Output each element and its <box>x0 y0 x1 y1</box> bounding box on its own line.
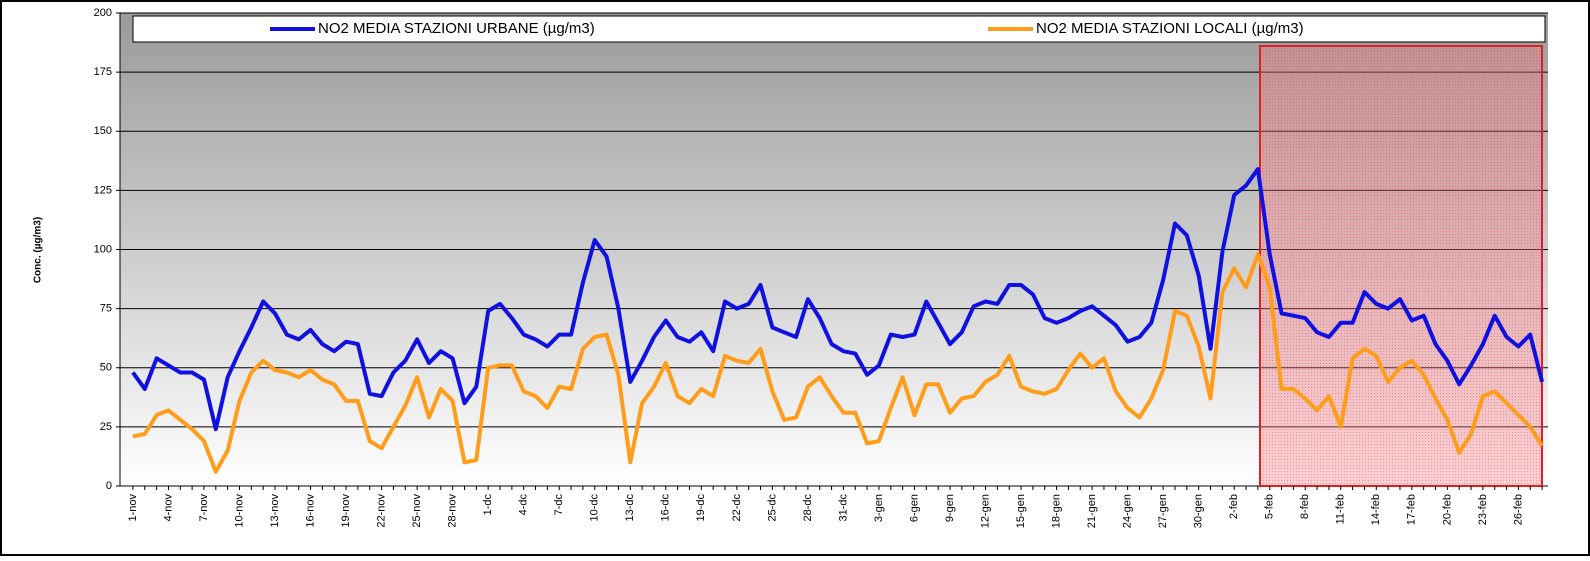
x-tick-label: 2-feb <box>1228 494 1240 519</box>
line-series <box>131 167 1545 432</box>
x-tick-label: 11-feb <box>1335 494 1347 524</box>
legend <box>132 15 1546 43</box>
x-tick-label: 7-nov <box>198 494 210 522</box>
x-tick-label: 20-feb <box>1441 494 1453 525</box>
x-tick-label: 26-feb <box>1512 494 1524 525</box>
x-tick-label: 13-nov <box>269 494 281 528</box>
x-tick-label: 9-gen <box>944 494 956 522</box>
x-tick-label: 21-gen <box>1086 494 1098 528</box>
y-tick-label: 150 <box>94 125 112 137</box>
x-tick-label: 22-dc <box>731 494 743 522</box>
legend-label: NO2 MEDIA STAZIONI URBANE (µg/m3) <box>318 20 595 37</box>
x-tick-label: 5-feb <box>1264 494 1276 519</box>
x-tick-label: 10-dc <box>589 494 601 522</box>
x-tick-label: 16-dc <box>660 494 672 522</box>
x-tick-label: 23-feb <box>1477 494 1489 525</box>
x-tick-label: 8-feb <box>1299 494 1311 519</box>
legend-label: NO2 MEDIA STAZIONI LOCALI (µg/m3) <box>1036 20 1304 37</box>
highlight-region <box>1259 45 1543 487</box>
x-tick-label: 13-dc <box>624 494 636 522</box>
line-series <box>132 252 1544 474</box>
x-tick-label: 6-gen <box>908 494 920 522</box>
x-tick-label: 22-nov <box>376 494 388 528</box>
x-tick-label: 1-nov <box>127 494 139 522</box>
x-tick-label: 10-nov <box>233 494 245 528</box>
x-tick-label: 27-gen <box>1157 494 1169 528</box>
x-tick-label: 1-dc <box>482 494 494 516</box>
y-tick-label: 0 <box>106 480 112 492</box>
x-tick-label: 25-nov <box>411 494 423 528</box>
x-tick-label: 28-nov <box>447 494 459 528</box>
x-tick-label: 7-dc <box>553 494 565 516</box>
x-tick-label: 18-gen <box>1050 494 1062 528</box>
x-tick-label: 16-nov <box>304 494 316 528</box>
y-tick-label: 50 <box>100 362 112 374</box>
y-tick-label: 175 <box>94 66 112 78</box>
y-tick-label: 75 <box>100 303 112 315</box>
x-tick-label: 31-dc <box>837 494 849 522</box>
x-tick-label: 3-gen <box>873 494 885 522</box>
x-tick-label: 17-feb <box>1406 494 1418 525</box>
x-tick-label: 19-nov <box>340 494 352 528</box>
x-tick-label: 4-nov <box>162 494 174 522</box>
x-tick-label: 4-dc <box>518 494 530 516</box>
x-tick-label: 28-dc <box>802 494 814 522</box>
x-tick-label: 19-dc <box>695 494 707 522</box>
y-tick-label: 125 <box>94 184 112 196</box>
x-tick-label: 12-gen <box>979 494 991 528</box>
y-axis-label: Conc. (µg/m3) <box>33 217 44 283</box>
y-tick-label: 25 <box>100 421 112 433</box>
y-tick-label: 200 <box>94 7 112 19</box>
x-tick-label: 15-gen <box>1015 494 1027 528</box>
x-tick-label: 24-gen <box>1122 494 1134 528</box>
x-tick-label: 30-gen <box>1193 494 1205 528</box>
x-tick-label: 14-feb <box>1370 494 1382 525</box>
y-tick-label: 100 <box>94 243 112 255</box>
x-tick-label: 25-dc <box>766 494 778 522</box>
